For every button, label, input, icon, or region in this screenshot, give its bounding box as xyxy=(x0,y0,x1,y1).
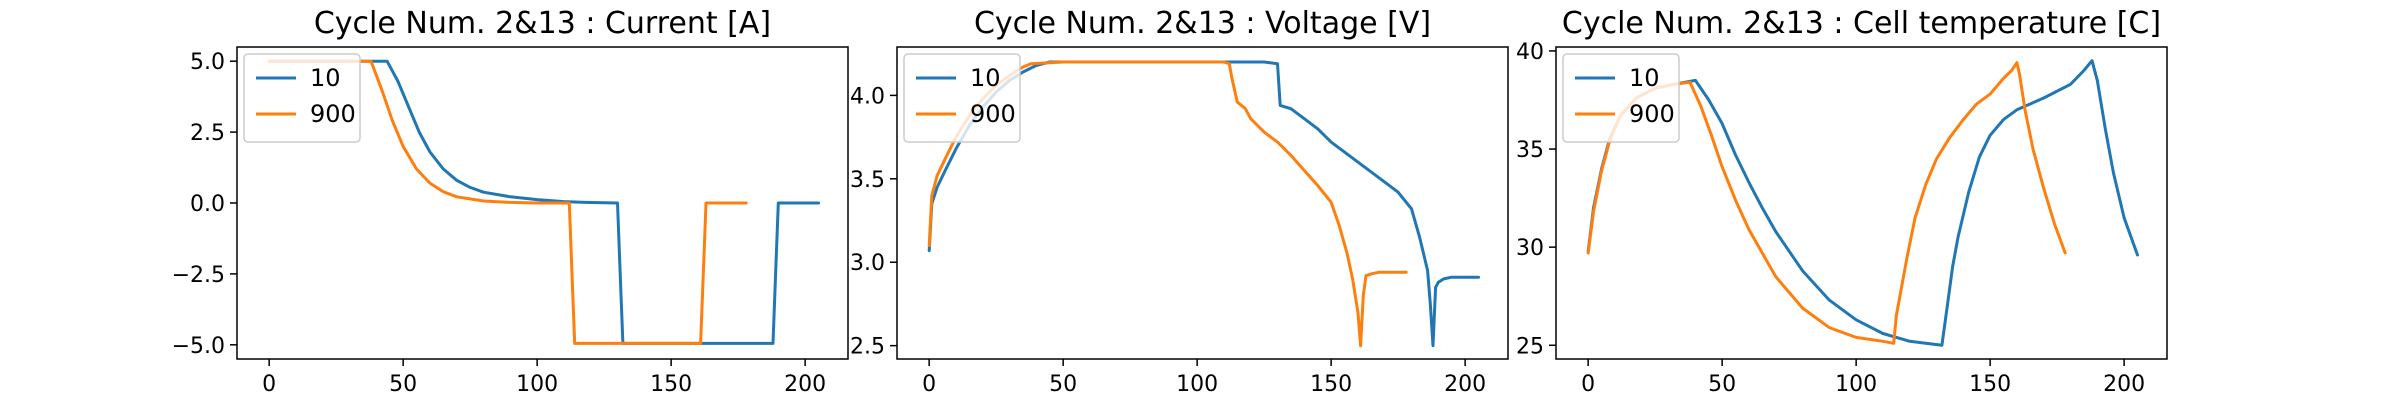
series-line-900-current xyxy=(267,59,748,345)
legend-box xyxy=(903,53,1021,143)
y-tick-label: 35 xyxy=(1516,138,1544,163)
x-tick-label: 200 xyxy=(1444,372,1486,397)
y-tick-label: −2.5 xyxy=(172,263,225,288)
axes-frame-voltage xyxy=(896,46,1509,360)
legend-label-10: 10 xyxy=(1629,64,1660,92)
x-tick-label: 100 xyxy=(1835,372,1877,397)
x-tick-label: 100 xyxy=(516,372,558,397)
chart-title-voltage: Cycle Num. 2&13 : Voltage [V] xyxy=(974,6,1431,41)
y-tick-label: −5.0 xyxy=(172,334,225,359)
x-tick-label: 50 xyxy=(389,372,417,397)
y-tick-label: 4.0 xyxy=(850,84,885,109)
x-tick-label: 50 xyxy=(1049,372,1077,397)
chart-title-current: Cycle Num. 2&13 : Current [A] xyxy=(314,6,771,41)
legend-label-10: 10 xyxy=(310,64,341,92)
panel-voltage: Cycle Num. 2&13 : Voltage [V] 0 50 100 150 2… xyxy=(850,6,1509,397)
x-tick-label: 200 xyxy=(784,372,826,397)
y-tick-label: 5.0 xyxy=(190,50,225,75)
x-tick-label: 150 xyxy=(1310,372,1352,397)
x-tick-label: 150 xyxy=(650,372,692,397)
y-tick-label: 2.5 xyxy=(190,121,225,146)
x-tick-label: 0 xyxy=(262,372,276,397)
y-tick-label: 30 xyxy=(1516,236,1544,261)
x-tick-label: 50 xyxy=(1708,372,1736,397)
y-tick-label: 3.5 xyxy=(850,168,885,193)
legend-box xyxy=(1562,53,1680,143)
y-tick-label: 2.5 xyxy=(850,335,885,360)
y-tick-label: 40 xyxy=(1516,40,1544,65)
legend-box xyxy=(243,53,361,143)
legend-label-10: 10 xyxy=(970,64,1001,92)
y-tick-label: 25 xyxy=(1516,334,1544,359)
legend-label-900: 900 xyxy=(970,100,1016,128)
x-tick-label: 200 xyxy=(2103,372,2145,397)
x-tick-label: 0 xyxy=(922,372,936,397)
x-tick-label: 0 xyxy=(1581,372,1595,397)
panel-temperature: Cycle Num. 2&13 : Cell temperature [C] 0… xyxy=(1516,6,2168,397)
x-tick-label: 100 xyxy=(1176,372,1218,397)
legend-label-900: 900 xyxy=(310,100,356,128)
legend-label-900: 900 xyxy=(1629,100,1675,128)
y-tick-label: 0.0 xyxy=(190,192,225,217)
axes-frame-temperature xyxy=(1555,46,2168,360)
chart-title-temperature: Cycle Num. 2&13 : Cell temperature [C] xyxy=(1562,6,2161,41)
y-tick-label: 3.0 xyxy=(850,251,885,276)
x-tick-label: 150 xyxy=(1969,372,2011,397)
plot-area-current xyxy=(267,59,820,345)
panel-current: Cycle Num. 2&13 : Current [A] 0 50 100 150 2… xyxy=(172,6,849,397)
